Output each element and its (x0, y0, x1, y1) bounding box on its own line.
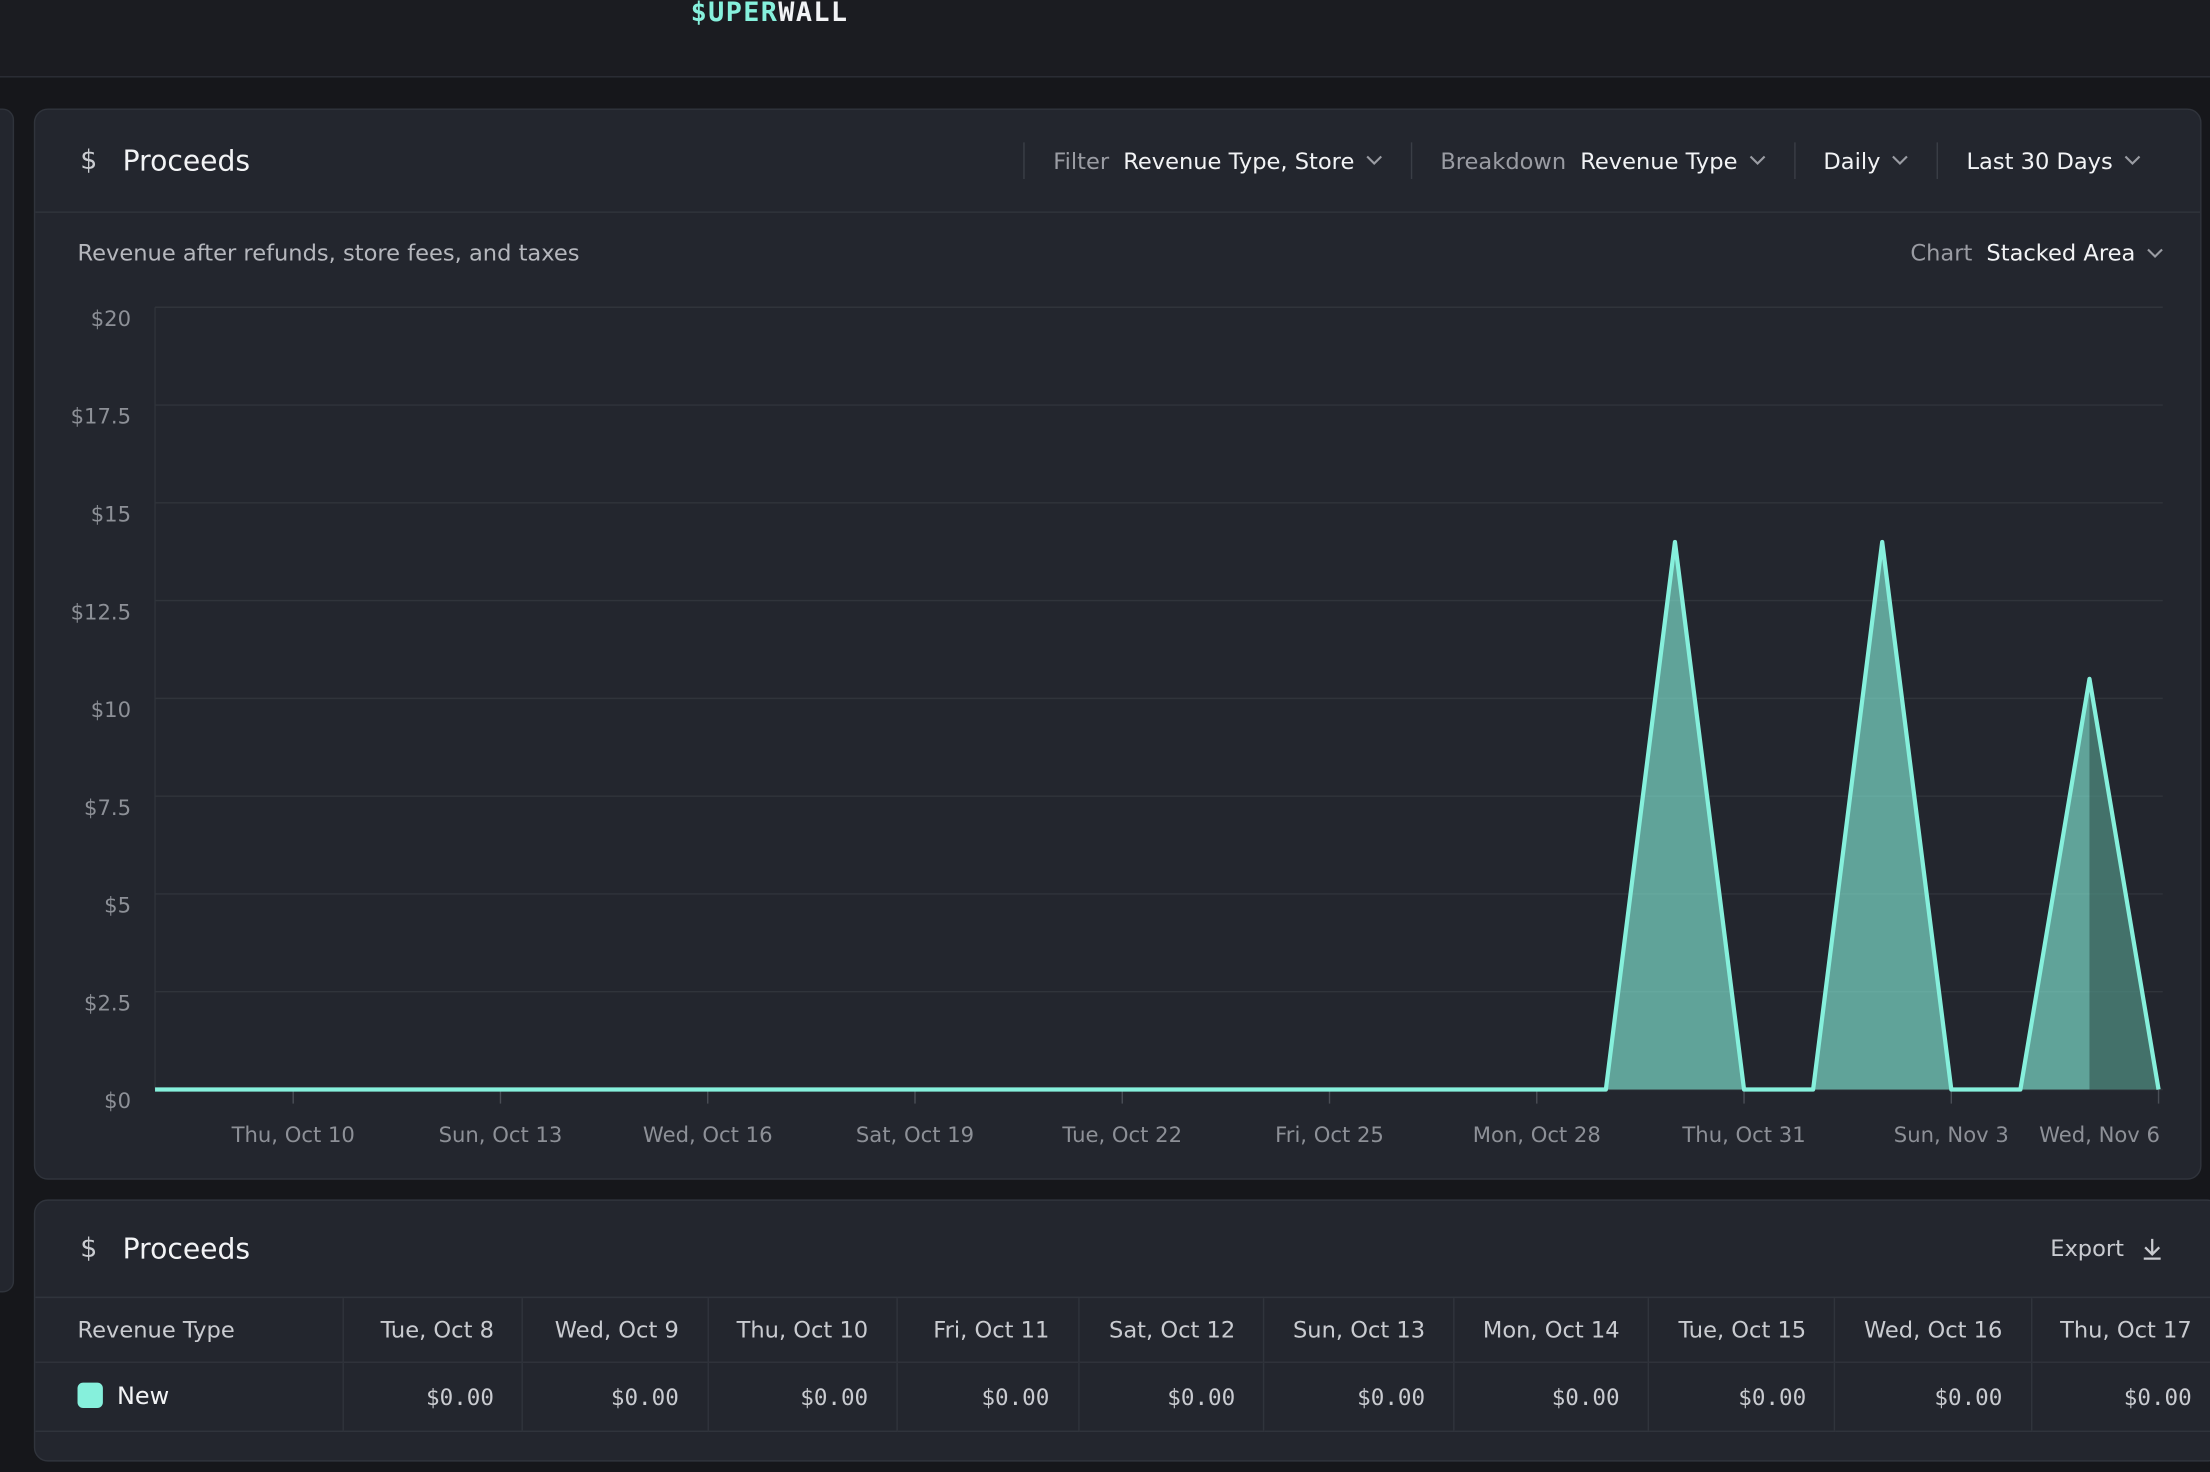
y-tick-label: $15 (91, 502, 131, 527)
area (155, 542, 2159, 1090)
x-tick-label: Sun, Nov 3 (1894, 1122, 2009, 1147)
y-tick-label: $2.5 (84, 990, 131, 1015)
y-tick-label: $10 (91, 697, 131, 722)
x-tick-label: Wed, Oct 16 (643, 1122, 773, 1147)
y-tick-label: $5 (104, 893, 131, 918)
x-tick-label: Thu, Oct 31 (1681, 1122, 1805, 1147)
x-tick-label: Sat, Oct 19 (856, 1122, 974, 1147)
x-tick-label: Tue, Oct 22 (1061, 1122, 1182, 1147)
y-tick-label: $17.5 (71, 404, 131, 429)
x-tick-label: Mon, Oct 28 (1473, 1122, 1601, 1147)
x-tick-label: Thu, Oct 10 (231, 1122, 355, 1147)
x-tick-label: Wed, Nov 6 (2039, 1122, 2160, 1147)
y-tick-label: $20 (91, 306, 131, 331)
y-tick-label: $0 (104, 1088, 131, 1113)
y-tick-label: $12.5 (71, 599, 131, 624)
x-tick-label: Fri, Oct 25 (1275, 1122, 1384, 1147)
y-tick-label: $7.5 (84, 795, 131, 820)
x-tick-label: Sun, Oct 13 (439, 1122, 563, 1147)
